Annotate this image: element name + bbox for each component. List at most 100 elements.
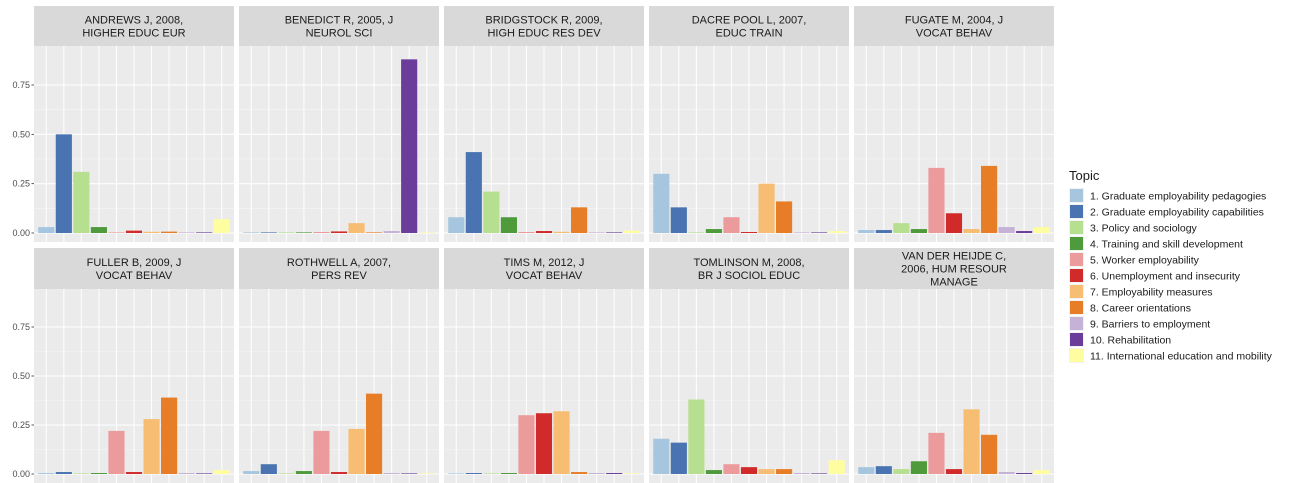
bar bbox=[740, 232, 758, 233]
facet-title-line: BENEDICT R, 2005, J bbox=[285, 15, 394, 27]
bar bbox=[758, 469, 775, 474]
y-tick-label: 0.50 bbox=[12, 371, 30, 381]
y-tick-label: 0.75 bbox=[12, 80, 30, 90]
facet-title-line: VOCAT BEHAV bbox=[916, 28, 993, 40]
bar bbox=[811, 473, 828, 474]
legend-item: 9. Barriers to employment bbox=[1069, 316, 1210, 331]
legend-label: 1. Graduate employability pedagogies bbox=[1090, 191, 1266, 203]
bar bbox=[330, 472, 348, 474]
y-tick-label: 0.50 bbox=[12, 129, 30, 139]
bar bbox=[670, 442, 687, 474]
bar bbox=[483, 473, 500, 474]
bar bbox=[571, 472, 588, 474]
bar bbox=[418, 232, 435, 233]
bar bbox=[178, 473, 195, 474]
bar bbox=[313, 232, 330, 233]
bar bbox=[723, 217, 740, 233]
facet-title-line: 2006, HUM RESOUR bbox=[901, 264, 1007, 276]
bar bbox=[401, 473, 418, 474]
bar bbox=[366, 232, 383, 233]
facet-title-line: BR J SOCIOL EDUC bbox=[698, 270, 800, 282]
bar bbox=[858, 467, 875, 474]
bar bbox=[465, 473, 482, 474]
legend-item: 11. International education and mobility bbox=[1069, 348, 1273, 363]
bar bbox=[553, 411, 570, 474]
facet-title-line: VOCAT BEHAV bbox=[96, 270, 173, 282]
legend-swatch bbox=[1070, 349, 1083, 362]
facet-panel: BRIDGSTOCK R, 2009,HIGH EDUC RES DEV bbox=[444, 6, 644, 242]
bar bbox=[348, 428, 365, 474]
legend-label: 10. Rehabilitation bbox=[1090, 335, 1171, 347]
bar bbox=[945, 213, 963, 233]
facet-strip bbox=[34, 248, 234, 289]
bar bbox=[998, 227, 1015, 233]
facet-strip bbox=[649, 248, 849, 289]
bar bbox=[653, 173, 670, 233]
bar bbox=[705, 470, 722, 474]
legend-label: 3. Policy and sociology bbox=[1090, 223, 1198, 235]
bar bbox=[143, 419, 160, 474]
bar bbox=[758, 183, 775, 233]
facet-panel: ROTHWELL A, 2007,PERS REV bbox=[239, 248, 439, 483]
legend-swatch bbox=[1070, 205, 1083, 218]
bar bbox=[500, 473, 517, 474]
bar bbox=[793, 232, 810, 233]
legend-label: 11. International education and mobility bbox=[1090, 351, 1273, 363]
y-tick-label: 0.00 bbox=[12, 228, 30, 238]
facet-title-line: MANAGE bbox=[930, 277, 978, 289]
bar bbox=[571, 207, 588, 233]
bar bbox=[910, 229, 927, 233]
facet-title-line: VAN DER HEIJDE C, bbox=[902, 251, 1006, 263]
legend-item: 3. Policy and sociology bbox=[1069, 220, 1198, 235]
bar bbox=[858, 230, 875, 233]
bar bbox=[383, 473, 400, 474]
bar bbox=[981, 165, 998, 233]
bar bbox=[606, 473, 623, 474]
bar bbox=[606, 232, 623, 233]
bar bbox=[125, 230, 143, 233]
y-tick-label: 0.75 bbox=[12, 322, 30, 332]
legend-swatch bbox=[1070, 189, 1083, 202]
facet-title-line: PERS REV bbox=[311, 270, 367, 282]
facet-strip bbox=[854, 6, 1054, 46]
facet-panel: ANDREWS J, 2008,HIGHER EDUC EUR bbox=[34, 6, 234, 242]
bar bbox=[213, 470, 230, 474]
y-tick-label: 0.00 bbox=[12, 469, 30, 479]
legend-items: 1. Graduate employability pedagogies 2. G… bbox=[1069, 188, 1273, 363]
facet-title-line: FULLER B, 2009, J bbox=[87, 257, 182, 269]
legend-label: 5. Worker employability bbox=[1090, 255, 1200, 267]
legend-swatch bbox=[1070, 317, 1083, 330]
bar bbox=[893, 469, 910, 474]
bar bbox=[723, 464, 740, 474]
bar bbox=[143, 231, 160, 233]
legend-item: 2. Graduate employability capabilities bbox=[1069, 204, 1264, 219]
facet-title-line: BRIDGSTOCK R, 2009, bbox=[485, 15, 602, 27]
bar bbox=[108, 430, 125, 474]
legend-item: 7. Employability measures bbox=[1069, 284, 1213, 299]
bar bbox=[243, 471, 260, 474]
legend-label: 9. Barriers to employment bbox=[1090, 319, 1210, 331]
facet-strip bbox=[444, 248, 644, 289]
facet-strip bbox=[854, 248, 1054, 289]
legend-item: 4. Training and skill development bbox=[1069, 236, 1243, 251]
bar bbox=[38, 473, 55, 474]
bar bbox=[278, 232, 295, 233]
facet-title-line: TOMLINSON M, 2008, bbox=[693, 257, 804, 269]
facet-panel: DACRE POOL L, 2007,EDUC TRAIN bbox=[649, 6, 849, 242]
facet-title-line: EDUC TRAIN bbox=[715, 28, 782, 40]
bar bbox=[623, 230, 640, 233]
bar bbox=[740, 467, 758, 474]
facet-title-line: TIMS M, 2012, J bbox=[504, 257, 585, 269]
facet-strip bbox=[239, 248, 439, 289]
bar bbox=[893, 223, 910, 233]
bar bbox=[278, 473, 295, 474]
bar bbox=[670, 207, 687, 233]
bar bbox=[910, 461, 927, 474]
legend-label: 4. Training and skill development bbox=[1090, 239, 1243, 251]
y-axis-tick-labels: 0.00 0.25 0.50 0.75 0.00 0.25 0.50 0.75 bbox=[12, 80, 34, 479]
bar bbox=[330, 231, 348, 233]
legend-label: 7. Employability measures bbox=[1090, 287, 1213, 299]
y-tick-label: 0.25 bbox=[12, 420, 30, 430]
